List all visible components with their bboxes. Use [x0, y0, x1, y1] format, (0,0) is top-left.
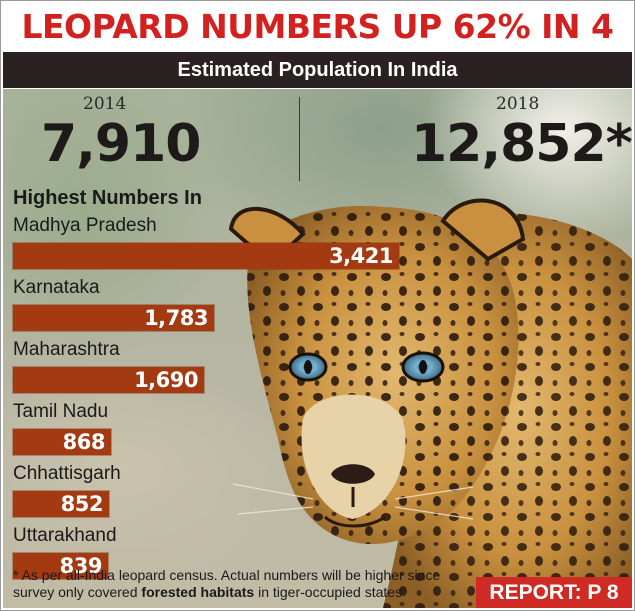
total-2018-value: 12,852* — [411, 114, 633, 174]
bar-value-label: 868 — [62, 430, 106, 454]
bar-value-label: 1,690 — [134, 368, 198, 392]
year-2014-label: 2014 — [83, 94, 127, 114]
bar: 1,783 — [13, 305, 214, 331]
bar: 839 — [13, 553, 108, 579]
section-title: Highest Numbers In — [13, 187, 202, 209]
bar: 1,690 — [13, 367, 204, 393]
leopard-photo — [3, 89, 632, 608]
bar-label: Chhattisgarh — [13, 463, 121, 484]
footnote-text-2: in tiger-occupied states — [254, 584, 403, 600]
total-2014-value: 7,910 — [41, 114, 201, 174]
year-2018-label: 2018 — [496, 94, 540, 114]
report-badge: REPORT: P 8 — [476, 577, 632, 608]
bar-value-label: 852 — [60, 492, 104, 516]
bar: 852 — [13, 491, 109, 517]
bar-label: Tamil Nadu — [13, 401, 109, 422]
leopard-illustration — [228, 198, 632, 608]
bar-label: Madhya Pradesh — [13, 215, 157, 236]
bar: 868 — [13, 429, 111, 455]
bar-label: Maharashtra — [13, 339, 120, 360]
totals-divider — [299, 97, 300, 181]
headline: LEOPARD NUMBERS UP 62% IN 4 YRS — [3, 3, 632, 94]
bar-value-label: 1,783 — [144, 306, 208, 330]
bar-value-label: 839 — [59, 554, 103, 578]
bar: 3,421 — [13, 243, 399, 269]
bar-label: Uttarakhand — [13, 525, 117, 546]
footnote-text-1: * As per all-India leopard census. Actua… — [13, 567, 441, 600]
bar-value-label: 3,421 — [329, 244, 393, 268]
footnote: * As per all-India leopard census. Actua… — [13, 567, 463, 601]
bar-label: Karnataka — [13, 277, 100, 298]
footnote-bold: forested habitats — [141, 584, 255, 600]
subtitle-bar: Estimated Population In India — [3, 52, 632, 88]
